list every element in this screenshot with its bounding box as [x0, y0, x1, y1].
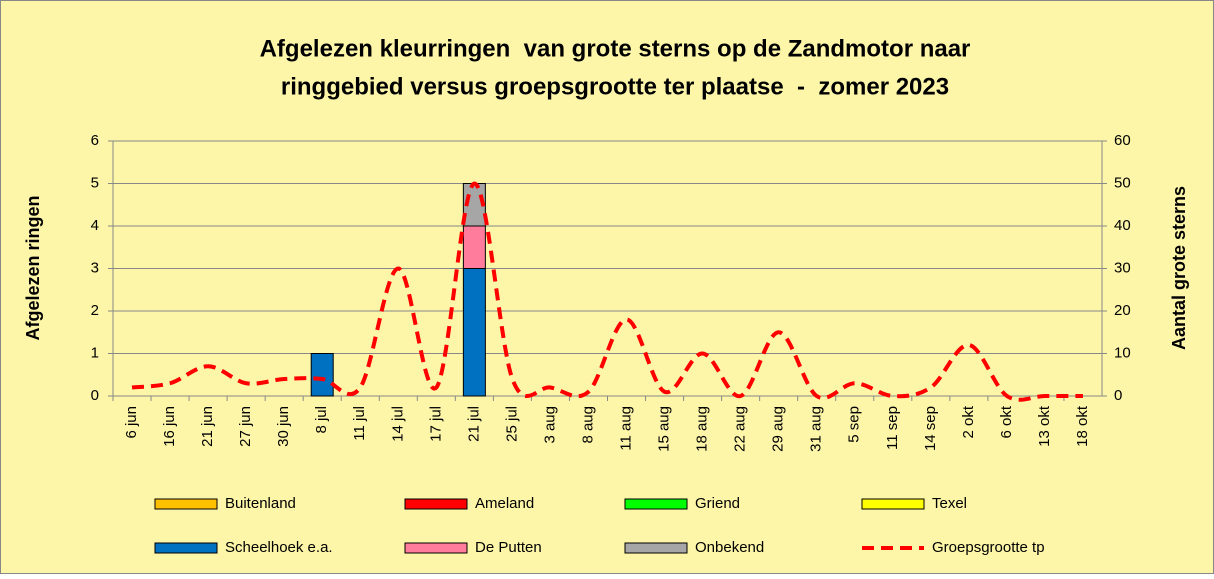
- legend-label: Griend: [695, 495, 740, 512]
- x-tick-label: 17 jul: [427, 406, 444, 442]
- legend-label: Texel: [932, 495, 967, 512]
- legend-label: Scheelhoek e.a.: [225, 539, 333, 556]
- line-series: [131, 181, 1083, 402]
- x-tick-label: 16 jun: [161, 406, 178, 447]
- y2-tick-label: 20: [1114, 302, 1131, 319]
- y2-tick-label: 30: [1114, 259, 1131, 276]
- y2-axis-label: Aantal grote sterns: [1169, 186, 1189, 350]
- legend-label: Ameland: [475, 495, 534, 512]
- y2-tick-label: 40: [1114, 217, 1131, 234]
- x-tick-label: 13 okt: [1036, 405, 1053, 447]
- x-tick-label: 8 aug: [579, 406, 596, 444]
- chart-title: ringgebied versus groepsgrootte ter plaa…: [281, 73, 949, 100]
- x-tick-label: 6 jun: [123, 406, 140, 439]
- x-tick-label: 11 jul: [351, 406, 368, 441]
- y2-tick-label: 50: [1114, 174, 1131, 191]
- x-tick-label: 11 sep: [884, 406, 901, 450]
- x-tick-label: 6 okt: [998, 405, 1015, 438]
- x-tick-label: 31 aug: [808, 406, 825, 452]
- bar-segment: [462, 225, 486, 269]
- y-tick-label: 6: [91, 132, 99, 149]
- legend-swatch: [624, 498, 688, 510]
- legend-swatch: [624, 542, 688, 554]
- legend-swatch: [154, 498, 218, 510]
- chart-title: Afgelezen kleurringen van grote sterns o…: [260, 35, 971, 62]
- bar-segment: [462, 268, 486, 397]
- x-tick-label: 11 aug: [617, 406, 634, 451]
- x-tick-label: 27 jun: [237, 406, 254, 447]
- legend-swatch: [404, 498, 468, 510]
- y-axis-label: Afgelezen ringen: [23, 195, 43, 340]
- x-tick-label: 25 jul: [503, 406, 520, 442]
- x-tick-label: 5 sep: [846, 406, 863, 443]
- x-tick-label: 2 okt: [960, 405, 977, 438]
- legend-swatch: [404, 542, 468, 554]
- x-tick-label: 3 aug: [541, 406, 558, 444]
- x-tick-label: 21 jun: [199, 406, 216, 447]
- x-tick-label: 15 aug: [656, 406, 673, 452]
- x-tick-label: 21 jul: [465, 406, 482, 442]
- y-tick-label: 3: [91, 259, 99, 276]
- y2-tick-label: 60: [1114, 132, 1131, 149]
- x-tick-label: 18 aug: [694, 406, 711, 452]
- y-tick-label: 5: [91, 174, 99, 191]
- x-tick-label: 29 aug: [770, 406, 787, 452]
- y-tick-label: 0: [91, 387, 99, 404]
- x-tick-label: 22 aug: [732, 406, 749, 452]
- legend-label: Buitenland: [225, 495, 296, 512]
- legend-label: Groepsgrootte tp: [932, 539, 1045, 556]
- legend-label: Onbekend: [695, 539, 764, 556]
- y-tick-label: 1: [91, 344, 99, 361]
- x-tick-label: 18 okt: [1074, 405, 1091, 447]
- x-tick-label: 8 jul: [313, 406, 330, 434]
- legend-label: De Putten: [475, 539, 542, 556]
- x-tick-label: 14 jul: [389, 406, 406, 442]
- y-tick-label: 4: [91, 217, 99, 234]
- x-tick-label: 30 jun: [275, 406, 292, 447]
- legend-swatch: [861, 498, 925, 510]
- x-tick-label: 14 sep: [922, 406, 939, 451]
- y-tick-label: 2: [91, 302, 99, 319]
- bar-segment: [310, 353, 334, 397]
- y2-tick-label: 0: [1114, 387, 1122, 404]
- legend-swatch: [154, 542, 218, 554]
- y2-tick-label: 10: [1114, 344, 1131, 361]
